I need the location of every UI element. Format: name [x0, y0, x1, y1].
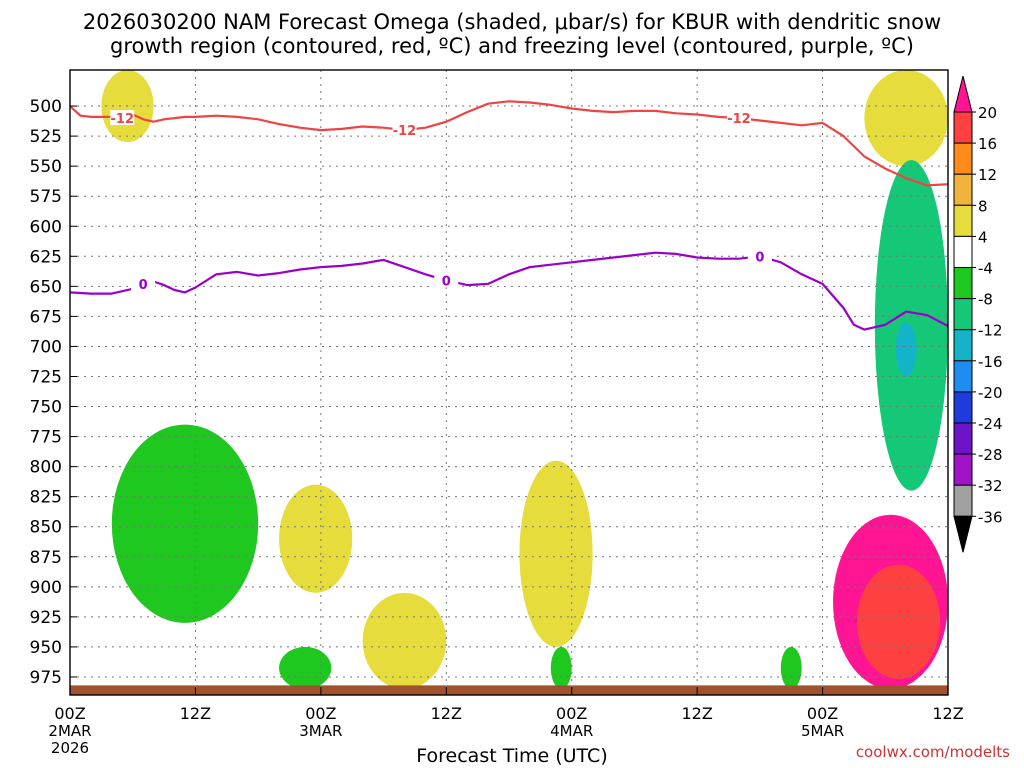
y-tick-label-850: 850: [30, 518, 62, 538]
contour-label-0-1: -12: [393, 124, 417, 139]
x-tick-label-5: 12Z: [681, 704, 712, 723]
x-tick-label-7: 12Z: [932, 704, 963, 723]
colorbar-swatch-1: [953, 111, 973, 144]
contour-label-1-2: 0: [755, 250, 764, 265]
colorbar-label-7: -12: [978, 322, 1003, 340]
colorbar-swatch-12: [953, 453, 973, 486]
y-tick-label-650: 650: [30, 277, 62, 297]
y-tick-label-975: 975: [30, 668, 62, 688]
colorbar-swatch-6: [953, 267, 973, 300]
colorbar-label-11: -28: [978, 446, 1003, 464]
contour-label-bg-0-1: [392, 122, 417, 138]
site-credit: coolwx.com/modelts: [855, 743, 1010, 761]
y-tick-label-700: 700: [30, 337, 62, 357]
x-tick-label-0: 00Z: [54, 704, 85, 723]
colorbar-swatch-10: [953, 391, 973, 424]
contour-label-1-0: 0: [139, 278, 148, 293]
omega-region-3: [362, 592, 447, 689]
x-tick-date-4: 4MAR: [550, 722, 593, 740]
contour-line-1: [69, 251, 949, 331]
colorbar-swatch-4: [953, 204, 973, 237]
omega-region-4: [519, 460, 593, 647]
axes: 500 525 550 575 600 625 650 675 700 725 750 775 800 8…: [30, 69, 964, 757]
x-axis-label: Forecast Time (UTC): [416, 745, 608, 767]
colorbar-label-4: 4: [978, 228, 988, 246]
colorbar: 20 16 12 8 4 -4 -8 -12 -16 -20 -24 -28 -32 -36: [953, 75, 1003, 553]
y-tick-label-575: 575: [30, 187, 62, 207]
omega-region-10: [895, 322, 917, 377]
contour-label-bg-1-0: [131, 275, 156, 291]
omega-region-6: [550, 646, 572, 689]
colorbar-label-1: 16: [978, 135, 997, 153]
contour-label-bg-0-0: [110, 110, 135, 126]
colorbar-swatch-8: [953, 329, 973, 362]
y-tick-label-875: 875: [30, 548, 62, 568]
contour-label-0-2: -12: [727, 112, 751, 127]
omega-region-5: [279, 646, 332, 689]
contour-label-bg-0-2: [726, 110, 751, 126]
plot-area: [70, 70, 949, 695]
omega-region-9: [874, 160, 949, 491]
x-tick-label-6: 00Z: [807, 704, 838, 723]
y-tick-label-500: 500: [30, 97, 62, 117]
colorbar-swatch-11: [953, 422, 973, 455]
colorbar-label-2: 12: [978, 166, 997, 184]
x-tick-date-2: 3MAR: [299, 722, 342, 740]
omega-region-8: [864, 70, 948, 167]
omega-region-core: [857, 564, 940, 679]
y-tick-label-900: 900: [30, 578, 62, 598]
colorbar-bottom-arrow: [953, 515, 973, 553]
colorbar-swatch-13: [953, 484, 973, 517]
surface-ground: [70, 685, 948, 695]
y-tick-label-725: 725: [30, 367, 62, 387]
colorbar-top-arrow: [953, 75, 973, 113]
y-tick-label-800: 800: [30, 458, 62, 478]
x-tick-year-0: 2026: [51, 739, 89, 757]
colorbar-swatch-5: [953, 235, 973, 268]
temperature-contours: -12 -12 -12 0 0 0: [69, 100, 949, 331]
omega-region-2: [279, 484, 353, 593]
chart-title-line-2: growth region (contoured, red, ºC) and f…: [110, 34, 914, 58]
colorbar-label-13: -36: [978, 508, 1003, 526]
colorbar-label-6: -8: [978, 291, 993, 309]
x-tick-label-2: 00Z: [305, 704, 336, 723]
x-tick-date-6: 5MAR: [801, 722, 844, 740]
colorbar-label-10: -24: [978, 415, 1003, 433]
x-tick-label-4: 00Z: [556, 704, 587, 723]
colorbar-swatch-2: [953, 142, 973, 175]
y-tick-label-525: 525: [30, 127, 62, 147]
y-tick-label-950: 950: [30, 638, 62, 658]
contour-line-0: [69, 100, 949, 187]
y-tick-label-550: 550: [30, 157, 62, 177]
y-tick-label-925: 925: [30, 608, 62, 628]
x-tick-date-0: 2MAR: [48, 722, 91, 740]
y-tick-label-825: 825: [30, 488, 62, 508]
colorbar-label-0: 20: [978, 104, 997, 122]
contour-label-1-1: 0: [442, 274, 451, 289]
colorbar-label-8: -16: [978, 353, 1003, 371]
chart-title-line-1: 2026030200 NAM Forecast Omega (shaded, μ…: [82, 10, 942, 34]
x-tick-label-3: 12Z: [431, 704, 462, 723]
y-tick-label-675: 675: [30, 307, 62, 327]
y-tick-label-625: 625: [30, 247, 62, 267]
colorbar-label-9: -20: [978, 384, 1003, 402]
colorbar-label-12: -32: [978, 477, 1003, 495]
y-tick-label-600: 600: [30, 217, 62, 237]
omega-region-1: [111, 424, 259, 623]
colorbar-swatch-3: [953, 173, 973, 206]
colorbar-swatch-7: [953, 298, 973, 331]
colorbar-label-5: -4: [978, 260, 993, 278]
plot-frame: [69, 69, 949, 696]
colorbar-label-3: 8: [978, 197, 988, 215]
y-tick-label-775: 775: [30, 428, 62, 448]
omega-region-7: [780, 646, 802, 689]
colorbar-swatch-9: [953, 360, 973, 393]
y-tick-label-750: 750: [30, 398, 62, 418]
contour-label-0-0: -12: [111, 112, 135, 127]
x-tick-label-1: 12Z: [180, 704, 211, 723]
contour-label-bg-1-1: [434, 272, 459, 288]
contour-label-bg-1-2: [747, 248, 772, 264]
